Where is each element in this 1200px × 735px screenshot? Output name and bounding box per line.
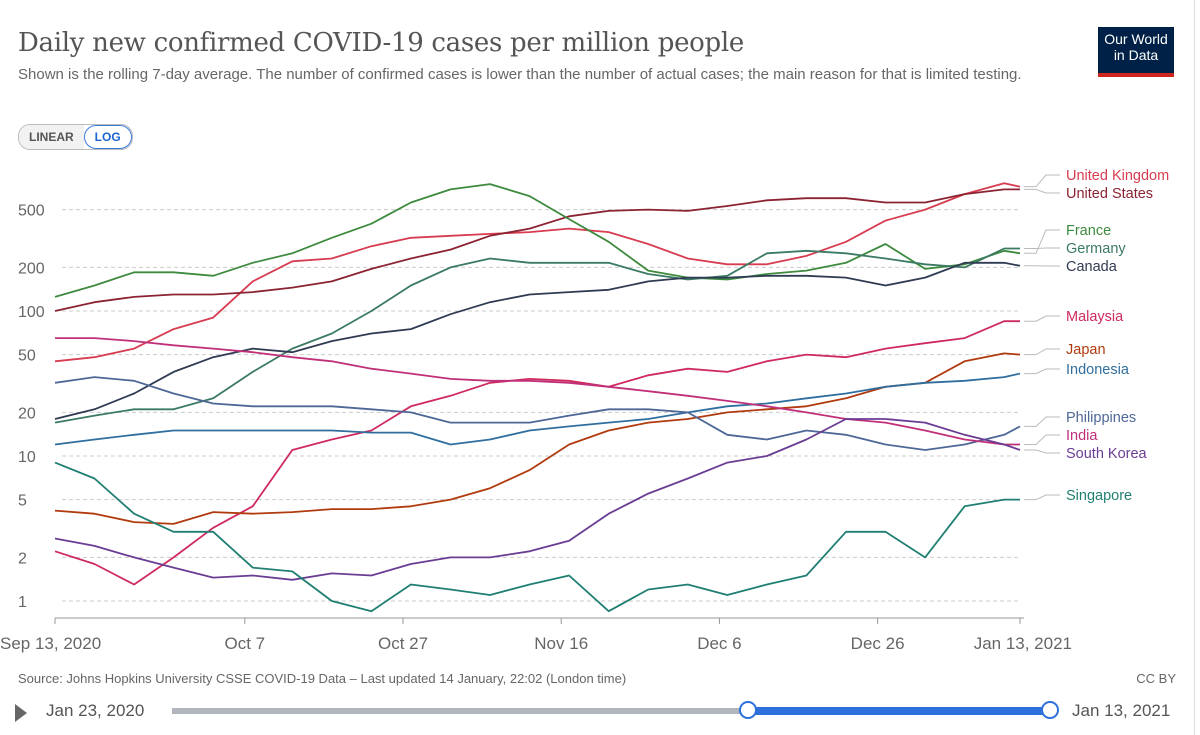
timeline-end-handle[interactable] (1041, 701, 1059, 719)
play-icon[interactable] (15, 704, 27, 722)
legend-label: South Korea (1066, 446, 1148, 462)
timeline-start-handle[interactable] (738, 701, 757, 719)
legend-connector (1024, 348, 1060, 356)
series-line-singapore (54, 461, 1020, 613)
timeline-selected-range (747, 707, 1050, 715)
log-scale-button[interactable]: LOG (83, 125, 132, 149)
series-line-indonesia (54, 372, 1021, 446)
series-line-united-states (54, 188, 1020, 312)
legend-label: France (1066, 223, 1111, 239)
y-tick-label: 10 (18, 449, 36, 466)
y-tick-label: 500 (18, 203, 45, 220)
legend-connector (1024, 494, 1060, 501)
legend-connector (1024, 434, 1060, 446)
x-tick-label: Nov 16 (534, 634, 588, 653)
owid-logo[interactable]: Our World in Data (1098, 27, 1174, 77)
x-tick-label: Oct 7 (225, 634, 266, 653)
series-line-india (55, 337, 1020, 446)
series-line-canada (54, 261, 1021, 420)
legend-label: Singapore (1066, 488, 1132, 504)
legend-connector (1024, 449, 1060, 454)
legend-connector (1024, 188, 1060, 194)
y-tick-label: 100 (18, 304, 45, 321)
series-line-malaysia (54, 320, 1020, 586)
legend-label: Malaysia (1066, 309, 1124, 325)
legend-label: United States (1066, 186, 1153, 202)
x-tick-label: Dec 26 (851, 634, 905, 653)
series-line-philippines (54, 376, 1021, 451)
legend-connector (1024, 368, 1060, 375)
y-tick-label: 20 (18, 405, 36, 422)
y-tick-label: 5 (18, 493, 27, 510)
x-tick-label: Dec 6 (697, 634, 741, 653)
legend-connector (1024, 229, 1060, 254)
timeline-start-label: Jan 23, 2020 (46, 701, 145, 720)
y-tick-label: 2 (18, 550, 27, 567)
series-line-united-kingdom (54, 182, 1021, 363)
logo-line-1: Our World (1104, 31, 1168, 47)
timeline-end-label: Jan 13, 2021 (1072, 701, 1171, 720)
x-tick-label: Jan 13, 2021 (974, 634, 1072, 653)
logo-line-2: in Data (1113, 47, 1159, 63)
legend-label: India (1066, 428, 1098, 444)
legend-connector (1024, 315, 1060, 322)
legend-label: Japan (1066, 342, 1106, 358)
timeline-track[interactable] (172, 708, 1050, 714)
series-line-south-korea (54, 418, 1021, 581)
legend-connector (1024, 174, 1060, 188)
y-tick-label: 50 (18, 348, 36, 365)
x-tick-label: Oct 27 (378, 634, 428, 653)
legend-label: Germany (1066, 241, 1126, 257)
y-tick-label: 1 (18, 594, 27, 611)
logo-bar (1098, 73, 1174, 77)
series-line-france (54, 183, 1021, 298)
scale-toggle[interactable]: LINEAR LOG (18, 124, 133, 150)
legend-label: Indonesia (1066, 362, 1130, 378)
x-tick-label: Sep 13, 2020 (0, 634, 101, 653)
license-link[interactable]: CC BY (1136, 671, 1176, 686)
legend-label: Canada (1066, 259, 1118, 275)
series-line-germany (54, 247, 1020, 424)
legend-connector (1024, 416, 1060, 427)
chart-subtitle: Shown is the rolling 7-day average. The … (18, 66, 1022, 83)
right-border (1194, 0, 1195, 735)
legend-label: Philippines (1066, 410, 1136, 426)
y-tick-label: 200 (18, 260, 45, 277)
legend-label: United Kingdom (1066, 168, 1169, 184)
source-note: Source: Johns Hopkins University CSSE CO… (18, 671, 627, 686)
chart-title: Daily new confirmed COVID-19 cases per m… (18, 28, 744, 58)
linear-scale-button[interactable]: LINEAR (19, 125, 84, 149)
timeline: Jan 23, 2020 Jan 13, 2021 (0, 698, 1200, 728)
